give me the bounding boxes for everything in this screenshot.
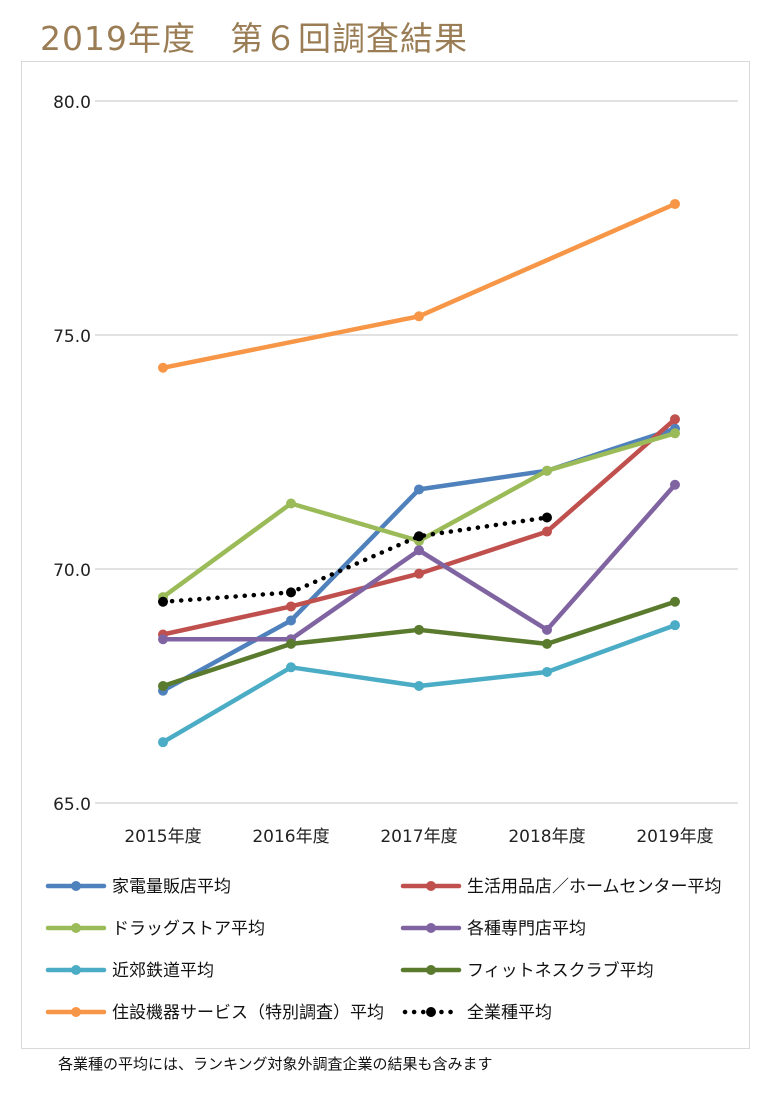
legend-swatch-marker bbox=[71, 1007, 81, 1017]
data-point bbox=[286, 615, 296, 626]
legend-label: 生活用品店／ホームセンター平均 bbox=[467, 877, 722, 897]
data-point bbox=[414, 545, 424, 556]
data-point bbox=[414, 681, 424, 691]
legend-swatch-marker bbox=[426, 1007, 436, 1017]
data-point bbox=[286, 498, 296, 509]
series-line-6 bbox=[160, 201, 678, 371]
legend-label: ドラッグストア平均 bbox=[112, 919, 265, 939]
legend-label: 近郊鉄道平均 bbox=[112, 961, 214, 981]
y-tick-label: 75.0 bbox=[53, 327, 91, 347]
legend-label: フィットネスクラブ平均 bbox=[467, 960, 654, 981]
x-tick-label: 2018年度 bbox=[508, 827, 585, 847]
data-point bbox=[670, 414, 680, 425]
data-point bbox=[542, 465, 552, 476]
data-point bbox=[414, 311, 424, 322]
data-point bbox=[158, 596, 168, 607]
data-point bbox=[542, 512, 552, 523]
x-tick-label: 2017年度 bbox=[380, 827, 457, 847]
legend-swatch-marker bbox=[71, 881, 81, 891]
data-point bbox=[158, 737, 168, 748]
legend-label: 全業種平均 bbox=[467, 1003, 552, 1023]
data-point bbox=[158, 681, 168, 691]
legend-label: 家電量販店平均 bbox=[112, 877, 231, 897]
data-point bbox=[670, 596, 680, 607]
y-tick-label: 80.0 bbox=[53, 93, 91, 113]
data-point bbox=[158, 634, 168, 645]
data-point bbox=[670, 620, 680, 631]
data-point bbox=[286, 662, 296, 673]
data-point bbox=[670, 428, 680, 439]
legend-label: 住設機器サービス（特別調査）平均 bbox=[112, 1003, 384, 1023]
legend-swatch-marker bbox=[426, 923, 436, 933]
series-line-7 bbox=[160, 515, 550, 605]
x-tick-label: 2019年度 bbox=[636, 827, 713, 847]
data-point bbox=[414, 624, 424, 635]
legend-swatch-marker bbox=[71, 923, 81, 933]
page-title: 2019年度 第６回調査結果 bbox=[40, 19, 468, 58]
data-point bbox=[414, 568, 424, 579]
data-point bbox=[286, 587, 296, 598]
legend-swatch-marker bbox=[426, 881, 436, 891]
data-point bbox=[542, 624, 552, 635]
line-chart: 65.0 70.0 75.0 80.0 2015年度 2016年度 2017年度 2018年度… bbox=[45, 93, 738, 1023]
x-tick-label: 2015年度 bbox=[124, 827, 201, 847]
x-tick-label: 2016年度 bbox=[252, 827, 329, 847]
legend-label: 各種専門店平均 bbox=[467, 919, 586, 939]
legend-swatch-marker bbox=[426, 965, 436, 975]
data-point bbox=[286, 638, 296, 649]
data-point bbox=[286, 601, 296, 612]
chart-frame: 65.0 70.0 75.0 80.0 2015年度 2016年度 2017年度 2018年度… bbox=[21, 61, 750, 1049]
data-point bbox=[414, 531, 424, 542]
data-point bbox=[670, 479, 680, 490]
data-point bbox=[542, 526, 552, 537]
y-tick-label: 70.0 bbox=[53, 561, 91, 581]
legend-swatch-marker bbox=[71, 965, 81, 975]
data-point bbox=[158, 362, 168, 373]
data-point bbox=[542, 666, 552, 677]
y-tick-label: 65.0 bbox=[53, 795, 91, 815]
data-point bbox=[670, 198, 680, 209]
data-point bbox=[414, 484, 424, 495]
series-line-5 bbox=[160, 599, 678, 689]
footnote: 各業種の平均には、ランキング対象外調査企業の結果も含みます bbox=[58, 1055, 493, 1073]
data-point bbox=[542, 638, 552, 649]
